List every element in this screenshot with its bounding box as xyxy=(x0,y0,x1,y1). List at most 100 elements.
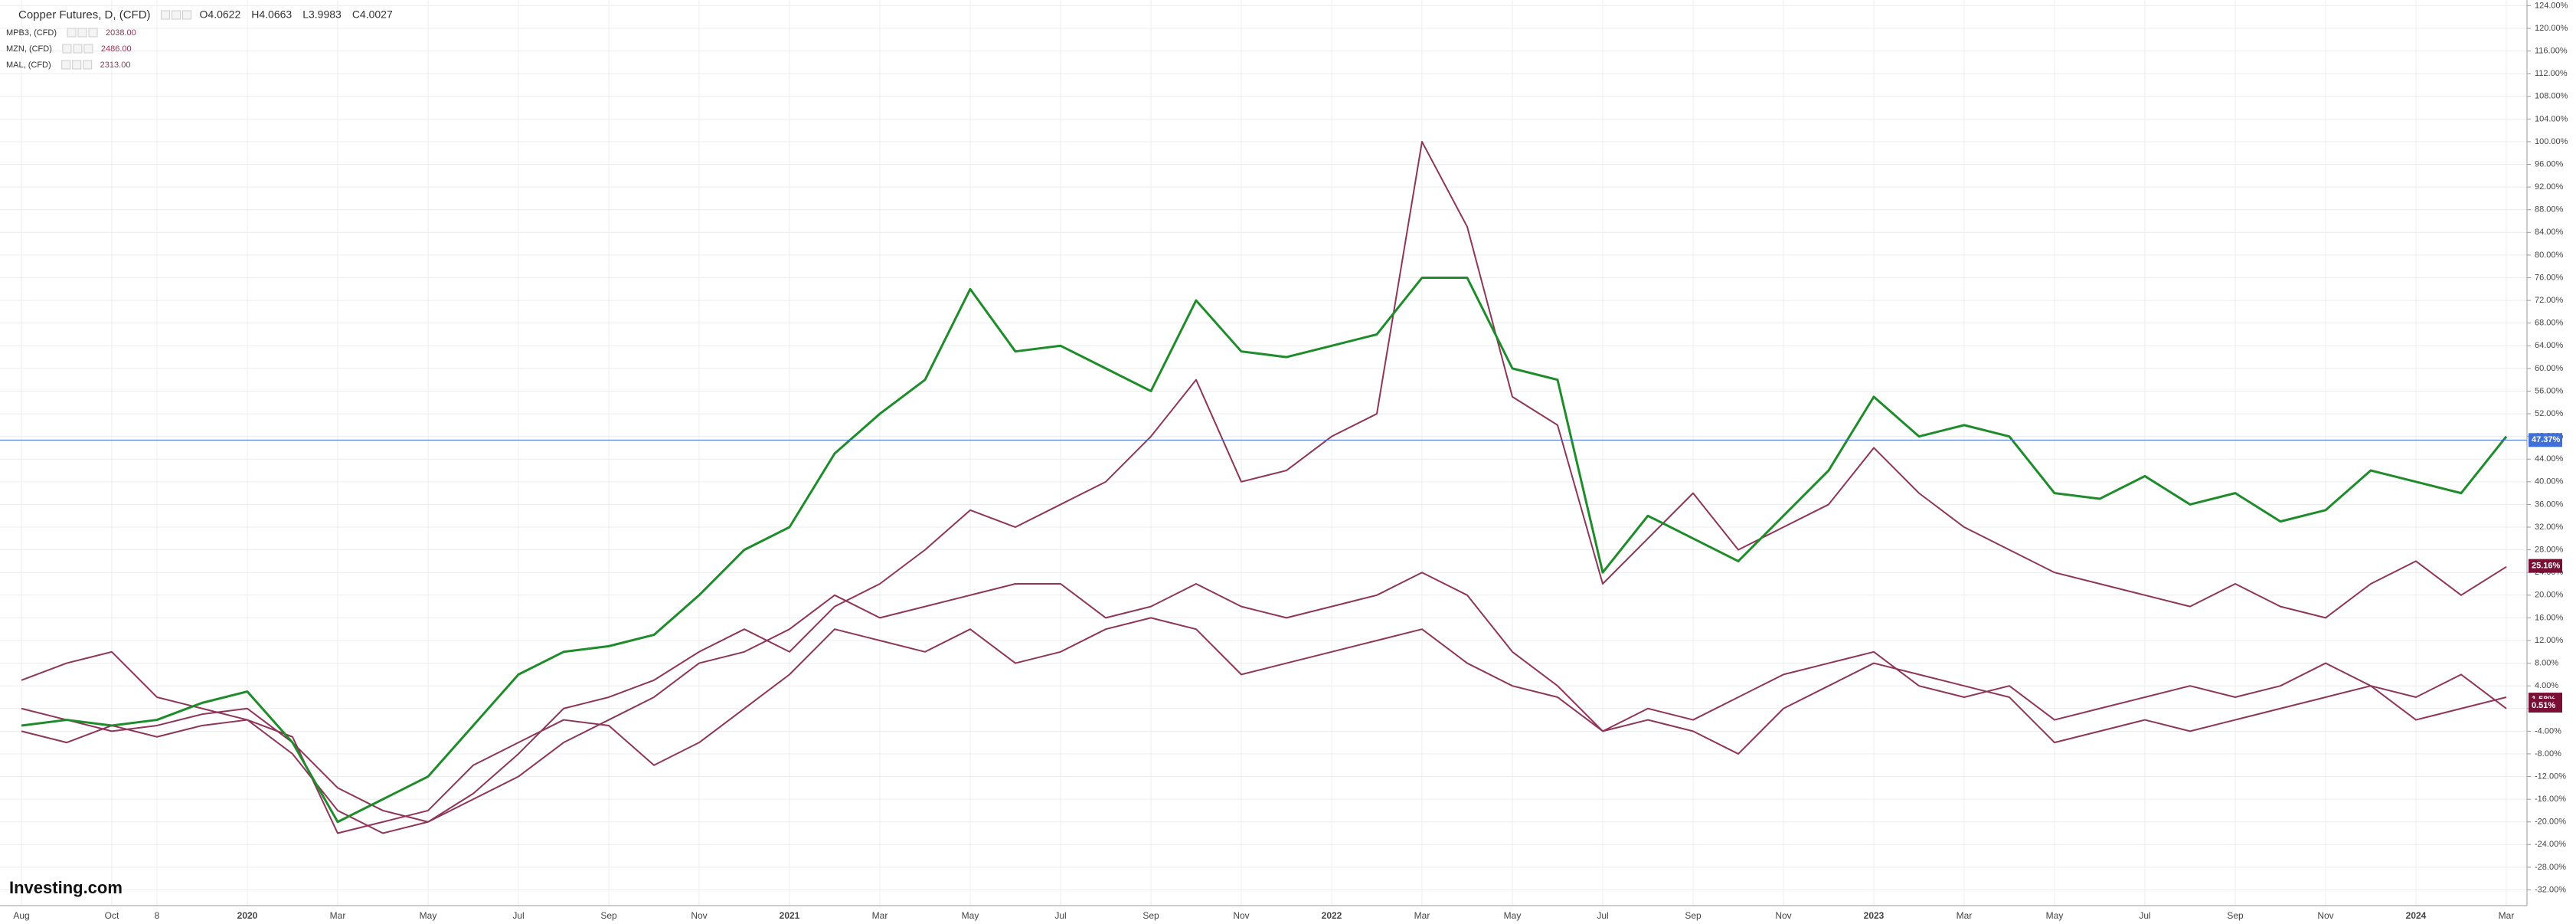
legend-name[interactable]: MAL, (CFD) xyxy=(6,61,51,70)
legend-name[interactable]: MPB3, (CFD) xyxy=(6,28,57,38)
legend-button[interactable] xyxy=(72,60,82,70)
x-tick-label: Jul xyxy=(1054,910,1066,921)
brand: Investing.com xyxy=(9,878,123,897)
x-tick-label: Mar xyxy=(2499,910,2515,921)
x-tick-label: May xyxy=(420,910,437,921)
y-tick-label: 20.00% xyxy=(2535,591,2564,600)
y-tick-label: -28.00% xyxy=(2535,863,2566,872)
y-tick-label: -32.00% xyxy=(2535,885,2566,894)
x-tick-label: Mar xyxy=(1414,910,1430,921)
y-tick-label: 116.00% xyxy=(2535,46,2568,55)
x-tick-label: 2021 xyxy=(780,910,800,921)
y-tick-label: 16.00% xyxy=(2535,613,2564,622)
x-tick-label: 2022 xyxy=(1322,910,1342,921)
x-tick-label: Nov xyxy=(1233,910,1249,921)
y-tick-label: 100.00% xyxy=(2535,137,2568,146)
legend-ohlc: O4.0622 xyxy=(200,8,241,21)
legend-name[interactable]: Copper Futures, D, (CFD) xyxy=(18,8,151,21)
y-tick-label: 52.00% xyxy=(2535,409,2564,418)
x-tick-label: Mar xyxy=(1957,910,1973,921)
y-tick-label: 32.00% xyxy=(2535,523,2564,532)
series-line xyxy=(21,140,2507,834)
y-tick-label: 76.00% xyxy=(2535,273,2564,282)
x-tick-label: Aug xyxy=(13,910,29,921)
x-tick-label: Sep xyxy=(1685,910,1702,921)
y-tick-label: 64.00% xyxy=(2535,341,2564,350)
x-tick-label: Sep xyxy=(600,910,617,921)
x-tick-label: 2020 xyxy=(237,910,258,921)
legend-quote: 2486.00 xyxy=(101,44,132,54)
x-tick-label: Jul xyxy=(2139,910,2150,921)
y-tick-label: 56.00% xyxy=(2535,386,2564,395)
y-tick-label: 96.00% xyxy=(2535,159,2564,169)
legend-button[interactable] xyxy=(83,44,93,54)
y-tick-label: -20.00% xyxy=(2535,818,2566,827)
legend-button[interactable] xyxy=(83,60,93,70)
y-tick-label: 108.00% xyxy=(2535,92,2568,101)
x-tick-label: Jul xyxy=(1597,910,1608,921)
x-tick-label: Nov xyxy=(691,910,707,921)
y-tick-label: 92.00% xyxy=(2535,182,2564,192)
y-tick-label: -12.00% xyxy=(2535,772,2566,781)
x-tick-label: May xyxy=(2046,910,2064,921)
price-tag-label: 0.51% xyxy=(2532,701,2555,710)
x-tick-label: 8 xyxy=(155,910,160,921)
legend-button[interactable] xyxy=(67,28,77,38)
legend-name[interactable]: MZN, (CFD) xyxy=(6,44,52,54)
legend-button[interactable] xyxy=(161,10,171,20)
legend-ohlc: C4.0027 xyxy=(352,8,393,21)
x-tick-label: Mar xyxy=(872,910,888,921)
legend-ohlc: L3.9983 xyxy=(302,8,342,21)
x-tick-label: Jul xyxy=(512,910,524,921)
plot xyxy=(0,140,2527,834)
y-tick-label: -8.00% xyxy=(2535,749,2561,759)
price-tag xyxy=(2529,698,2562,713)
y-tick-label: 8.00% xyxy=(2535,658,2558,667)
x-tick-label: 2023 xyxy=(1864,910,1885,921)
x-tick-label: May xyxy=(962,910,979,921)
x-tick-label: Nov xyxy=(2317,910,2333,921)
price-tag xyxy=(2529,433,2562,447)
y-tick-label: 60.00% xyxy=(2535,364,2564,373)
legend-button[interactable] xyxy=(62,44,72,54)
y-tick-label: 12.00% xyxy=(2535,636,2564,645)
y-tick-label: 124.00% xyxy=(2535,1,2568,10)
legend-button[interactable] xyxy=(61,60,71,70)
legend-ohlc: H4.0663 xyxy=(251,8,292,21)
x-tick-label: Sep xyxy=(1143,910,1159,921)
legend-quote: 2038.00 xyxy=(106,28,136,38)
y-tick-label: 104.00% xyxy=(2535,114,2568,123)
grid xyxy=(0,0,2527,906)
series-line xyxy=(21,277,2508,824)
price-tag-label: 47.37% xyxy=(2532,435,2561,444)
y-tick-label: 68.00% xyxy=(2535,319,2564,328)
x-tick-label: Sep xyxy=(2227,910,2244,921)
legend-quote: 2313.00 xyxy=(100,61,131,70)
y-tick-label: 44.00% xyxy=(2535,454,2564,464)
y-tick-label: 112.00% xyxy=(2535,69,2568,78)
axes: 124.00% 120.00% 116.00% 112.00% 108.00% 104.0… xyxy=(13,1,2568,921)
x-tick-label: 2024 xyxy=(2406,910,2427,921)
x-tick-label: Oct xyxy=(105,910,119,921)
legend-button[interactable] xyxy=(88,28,98,38)
y-tick-label: 88.00% xyxy=(2535,205,2564,215)
legend[interactable]: Copper Futures, D, (CFD) O4.0622 H4.0663 L3… xyxy=(6,8,393,70)
y-tick-label: 84.00% xyxy=(2535,228,2564,237)
series-line xyxy=(21,572,2507,823)
legend-button[interactable] xyxy=(182,10,192,20)
series-line xyxy=(21,617,2507,834)
y-tick-label: 120.00% xyxy=(2535,24,2568,33)
legend-button[interactable] xyxy=(172,10,181,20)
y-tick-label: 80.00% xyxy=(2535,251,2564,260)
y-tick-label: -24.00% xyxy=(2535,840,2566,849)
y-tick-label: 72.00% xyxy=(2535,296,2564,305)
x-tick-label: Nov xyxy=(1775,910,1791,921)
y-tick-label: -16.00% xyxy=(2535,795,2566,804)
legend-button[interactable] xyxy=(77,28,87,38)
y-tick-label: 40.00% xyxy=(2535,477,2564,487)
x-tick-label: May xyxy=(1504,910,1522,921)
legend-button[interactable] xyxy=(73,44,83,54)
price-tag xyxy=(2529,559,2562,573)
